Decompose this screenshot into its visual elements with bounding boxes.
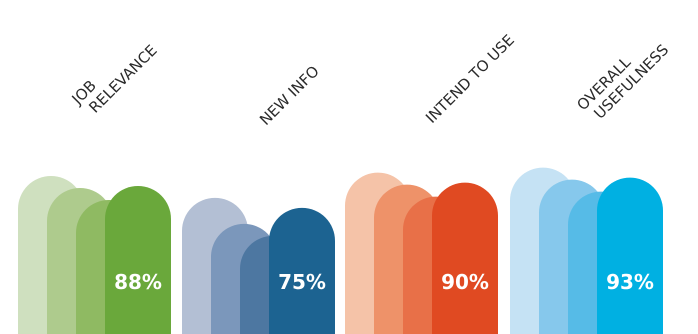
category-label-line: NEW INFO (256, 62, 323, 129)
category-label: JOBRELEVANCE (68, 29, 161, 122)
bar-main (597, 177, 663, 334)
category-label-line: RELEVANCE (85, 41, 160, 116)
bar-main (269, 207, 335, 334)
category-label-line: INTEND TO USE (422, 31, 518, 127)
category-label: INTEND TO USE (422, 31, 518, 127)
category-label: OVERALLUSEFULNESS (573, 28, 672, 127)
bar-group-2: 75% NEW INFO (182, 62, 335, 334)
bar-main (105, 186, 171, 334)
bar-group-4: 93% OVERALLUSEFULNESS (510, 28, 672, 334)
bar-group-3: 90% INTEND TO USE (345, 31, 518, 334)
value-label: 75% (278, 270, 326, 294)
category-label: NEW INFO (256, 62, 323, 129)
bar-main (432, 182, 498, 334)
bar-group-1: 88% JOBRELEVANCE (18, 29, 171, 334)
value-label: 88% (114, 270, 162, 294)
value-label: 93% (606, 270, 654, 294)
value-label: 90% (441, 270, 489, 294)
